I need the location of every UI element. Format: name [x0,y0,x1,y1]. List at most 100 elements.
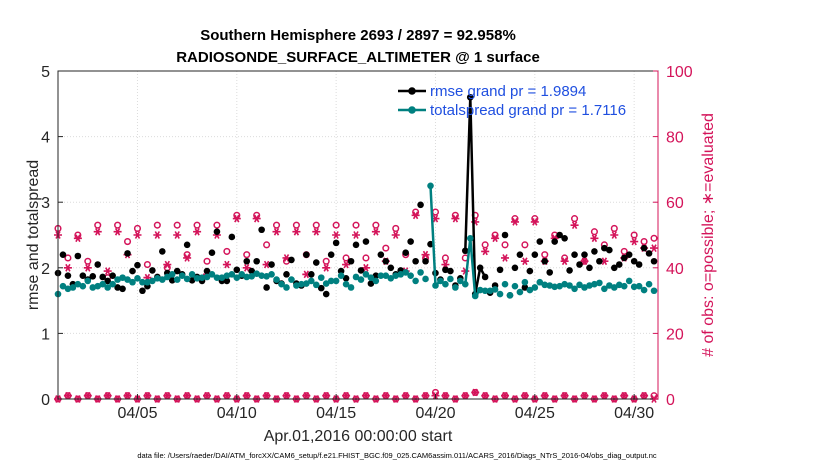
rmse-point [561,234,568,242]
rmse-point [74,252,82,260]
rmse-point [586,264,593,272]
totalspread-point [491,286,499,293]
y-tick-label: 1 [41,326,50,343]
totalspread-point [442,280,449,288]
totalspread-point [471,292,479,300]
rmse-point [243,257,251,265]
y-tick-label: 3 [41,195,50,212]
totalspread-point [506,292,514,299]
obs-evaluated-point [361,263,370,272]
obs-evaluated-point [163,391,172,400]
obs-possible-point [382,244,390,252]
totalspread-point [581,284,588,291]
y-tick-label: 2 [41,261,50,278]
obs-evaluated-point [431,214,440,223]
y2-tick-label: 0 [666,392,675,409]
obs-evaluated-point [262,391,271,400]
obs-possible-point [133,224,142,232]
obs-evaluated-point [530,217,539,226]
obs-evaluated-point [481,247,490,256]
rmse-point [64,272,72,279]
obs-evaluated-point [63,263,72,272]
obs-possible-point [352,221,360,229]
obs-possible-point [322,257,330,265]
obs-possible-point [501,241,509,249]
totalspread-point [144,278,151,286]
obs-evaluated-point [580,391,589,400]
totalspread-point [268,271,275,278]
rmse-point [566,267,573,274]
obs-evaluated-point [302,391,311,400]
y2-tick-label: 100 [666,64,693,81]
totalspread-point [591,280,598,288]
obs-evaluated-point [322,263,331,272]
obs-evaluated-point [411,211,420,220]
totalspread-point [223,272,231,279]
totalspread-point [303,280,310,287]
totalspread-point [114,276,121,283]
obs-possible-point [571,215,579,223]
x-tick-label: 04/20 [415,405,455,422]
totalspread-point [193,274,201,282]
totalspread-point [521,278,529,286]
obs-evaluated-point [163,260,172,269]
totalspread-point [571,285,578,293]
rmse-point [417,201,424,209]
totalspread-point [536,278,544,286]
totalspread-point [312,281,320,289]
obs-evaluated-point [83,263,92,272]
obs-evaluated-point [232,214,241,223]
totalspread-point [556,282,563,290]
obs-evaluated-point [352,231,361,239]
obs-evaluated-point [620,391,629,400]
obs-possible-point [541,251,549,259]
totalspread-point [89,284,97,291]
rmse-point [322,290,330,298]
rmse-point [372,272,380,279]
obs-evaluated-point [560,391,569,400]
obs-possible-point [94,221,102,229]
obs-evaluated-point [560,257,569,266]
rmse-point [591,248,598,255]
totalspread-point [59,282,67,290]
rmse-point [119,285,126,293]
totalspread-point [367,274,375,281]
rmse-point [511,264,519,272]
totalspread-point [258,272,265,279]
obs-evaluated-point [113,227,122,236]
rmse-point [581,251,588,258]
rmse-point [268,261,275,268]
totalspread-point [69,284,77,291]
rmse-point [263,284,270,291]
totalspread-point [79,282,87,290]
rmse-point [362,238,370,245]
rmse-point [412,257,419,265]
totalspread-point [576,281,583,289]
obs-evaluated-point [292,227,301,236]
totalspread-point [357,276,365,283]
rmse-point [139,287,146,295]
rmse-point [630,257,638,265]
rmse-point [442,266,449,274]
obs-evaluated-point [520,257,529,266]
totalspread-point [546,282,554,289]
totalspread-point [327,277,335,285]
totalspread-point [208,271,216,278]
obs-possible-point [193,221,201,229]
y2-tick-label: 60 [666,195,684,212]
obs-evaluated-point [282,254,291,262]
totalspread-point [228,271,236,278]
obs-evaluated-point [342,391,351,400]
rmse-point [149,267,156,274]
rmse-point [551,238,558,245]
totalspread-point [248,273,256,280]
totalspread-point [640,286,648,294]
totalspread-point [625,277,633,285]
obs-possible-point [263,241,271,249]
rmse-point [89,273,97,280]
rmse-point [481,273,489,281]
totalspread-point [298,280,305,288]
y-tick-label: 4 [41,130,50,147]
rmse-point [501,231,509,239]
